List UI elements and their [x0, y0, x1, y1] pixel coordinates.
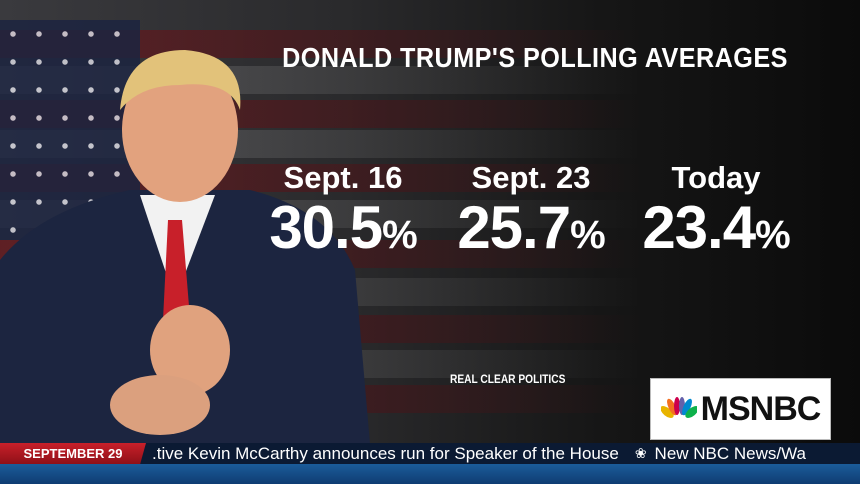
poll-date-label: Sept. 16 [283, 160, 403, 195]
poll-date-label: Today [671, 160, 761, 195]
graphic-title: DONALD TRUMP'S POLLING AVERAGES [282, 42, 788, 73]
peacock-icon [660, 397, 697, 418]
poll-number: 25.7 [457, 194, 571, 261]
source-credit: REAL CLEAR POLITICS [450, 372, 566, 386]
poll-value: 30.5% [248, 196, 438, 267]
peacock-icon: ❀ [634, 445, 647, 461]
poll-column-sept23: Sept. 23 25.7% [436, 160, 626, 267]
lower-band [0, 464, 860, 484]
poll-column-today: Today 23.4% [621, 160, 811, 267]
ticker-headline: .tive Kevin McCarthy announces run for S… [152, 443, 619, 463]
percent-sign: % [382, 213, 418, 257]
poll-value: 23.4% [621, 196, 811, 267]
poll-number: 23.4 [642, 194, 756, 261]
logo-text: MSNBC [700, 389, 822, 428]
ticker-date: SEPTEMBER 29 [0, 443, 146, 464]
poll-date-label: Sept. 23 [471, 160, 591, 195]
percent-sign: % [570, 213, 606, 257]
person-photo [0, 50, 370, 444]
poll-column-sept16: Sept. 16 30.5% [248, 160, 438, 267]
msnbc-logo: MSNBC [650, 378, 831, 440]
news-ticker: SEPTEMBER 29 .tive Kevin McCarthy announ… [0, 443, 860, 464]
poll-value: 25.7% [436, 196, 626, 267]
ticker-next-headline: New NBC News/Wa [654, 443, 806, 463]
percent-sign: % [755, 213, 791, 257]
poll-number: 30.5 [269, 194, 383, 261]
